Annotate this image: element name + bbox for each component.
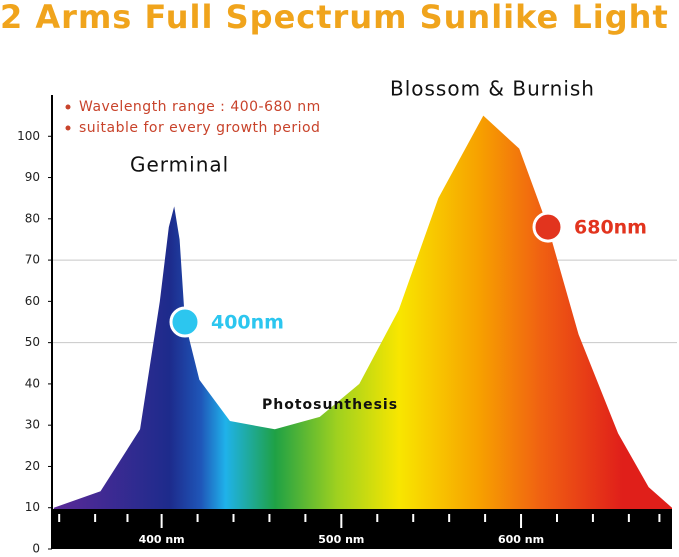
- x-axis-bar: [52, 509, 672, 549]
- y-tick-label: 20: [25, 459, 40, 473]
- x-tick-label: 400 nm: [139, 533, 185, 546]
- y-tick-label: 90: [25, 170, 40, 184]
- annotation: Blossom & Burnish: [390, 77, 595, 101]
- wavelength-marker: [169, 306, 201, 338]
- marker-label: 680nm: [574, 217, 647, 239]
- annotation: Germinal: [130, 153, 229, 177]
- y-tick-label: 50: [25, 335, 40, 349]
- y-tick-label: 80: [25, 211, 40, 225]
- wavelength-marker: [532, 211, 564, 243]
- spectrum-area: [53, 115, 672, 550]
- y-tick-label: 60: [25, 294, 40, 308]
- y-tick-label: 40: [25, 376, 40, 390]
- bullet-dot: [65, 104, 71, 110]
- x-tick-label: 500 nm: [318, 533, 364, 546]
- y-tick-label: 70: [25, 253, 40, 267]
- y-tick-label: 30: [25, 418, 40, 432]
- bullet-text: Wavelength range : 400-680 nm: [79, 99, 321, 115]
- bullet-dot: [65, 125, 71, 131]
- marker-label: 400nm: [211, 312, 284, 334]
- chart-title: 2 Arms Full Spectrum Sunlike Light: [0, 0, 669, 36]
- x-tick-label: 600 nm: [498, 533, 544, 546]
- annotation: Photosunthesis: [262, 397, 398, 413]
- bullet-text: suitable for every growth period: [79, 120, 320, 136]
- y-tick-label: 100: [17, 129, 40, 143]
- y-tick-label: 10: [25, 500, 40, 514]
- y-tick-label: 0: [32, 542, 40, 556]
